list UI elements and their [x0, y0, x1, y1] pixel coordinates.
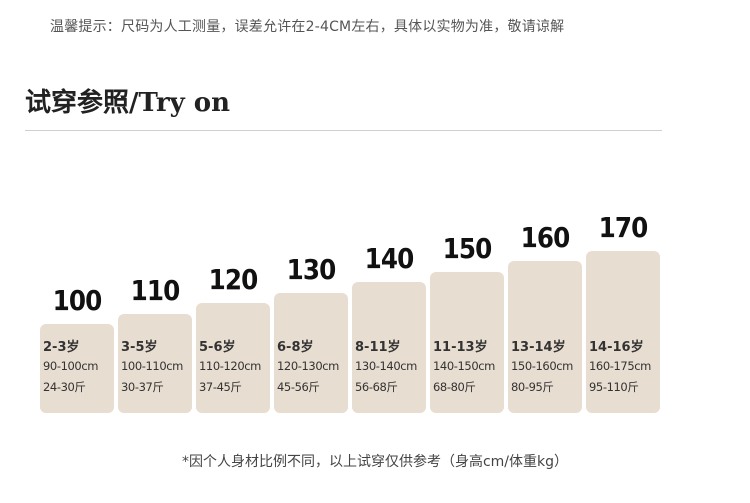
height-range: 100-110cm — [121, 359, 183, 373]
height-range: 150-160cm — [511, 359, 573, 373]
size-column-130: 130 6-8岁 120-130cm 45-56斤 — [274, 0, 348, 503]
weight-range: 37-45斤 — [199, 380, 242, 394]
age-range: 3-5岁 — [121, 340, 158, 355]
size-column-170: 170 14-16岁 160-175cm 95-110斤 — [586, 0, 660, 503]
height-range: 90-100cm — [43, 359, 99, 373]
height-range: 120-130cm — [277, 359, 339, 373]
age-range: 11-13岁 — [433, 340, 488, 355]
size-column-140: 140 8-11岁 130-140cm 56-68斤 — [352, 0, 426, 503]
weight-range: 45-56斤 — [277, 380, 320, 394]
bar-value-label: 130 — [286, 252, 337, 286]
bar-value-label: 120 — [208, 263, 259, 296]
footnote: *因个人身材比例不同，以上试穿仅供参考（身高cm/体重kg） — [181, 454, 569, 470]
size-column-150: 150 11-13岁 140-150cm 68-80斤 — [430, 0, 504, 503]
age-range: 14-16岁 — [589, 340, 644, 355]
bar-value-label: 170 — [598, 210, 649, 244]
size-bar — [118, 313, 192, 413]
bar-value-label: 140 — [364, 242, 415, 275]
weight-range: 95-110斤 — [589, 380, 639, 394]
height-range: 110-120cm — [199, 359, 261, 373]
height-range: 130-140cm — [355, 359, 417, 373]
size-column-120: 120 5-6岁 110-120cm 37-45斤 — [196, 0, 270, 503]
age-range: 6-8岁 — [277, 340, 314, 355]
weight-range: 80-95斤 — [511, 380, 554, 394]
size-bar — [430, 271, 504, 413]
height-range: 140-150cm — [433, 359, 495, 373]
weight-range: 24-30斤 — [43, 380, 86, 394]
size-column-110: 110 3-5岁 100-110cm 30-37斤 — [118, 0, 192, 503]
size-bar — [352, 282, 426, 413]
size-bar — [586, 250, 660, 413]
age-range: 5-6岁 — [199, 340, 236, 355]
bar-value-label: 150 — [442, 231, 493, 265]
bar-value-label: 160 — [520, 221, 571, 254]
title-divider — [25, 130, 662, 131]
size-bar — [196, 303, 270, 413]
bar-value-label: 110 — [130, 273, 181, 307]
weight-range: 68-80斤 — [433, 380, 476, 394]
age-range: 13-14岁 — [511, 340, 566, 355]
size-column-160: 160 13-14岁 150-160cm 80-95斤 — [508, 0, 582, 503]
weight-range: 56-68斤 — [355, 380, 398, 394]
section-title: 试穿参照/Try on — [25, 88, 231, 118]
size-notice: 温馨提示：尺码为人工测量，误差允许在2-4CM左右，具体以实物为准，敬请谅解 — [50, 19, 565, 35]
bar-value-label: 100 — [52, 284, 103, 317]
age-range: 8-11岁 — [355, 340, 401, 355]
size-bar — [40, 324, 114, 413]
size-bar — [508, 261, 582, 413]
height-range: 160-175cm — [589, 359, 651, 373]
age-range: 2-3岁 — [43, 340, 80, 355]
weight-range: 30-37斤 — [121, 380, 164, 394]
size-column-100: 100 2-3岁 90-100cm 24-30斤 — [40, 0, 114, 503]
size-bar — [274, 292, 348, 413]
